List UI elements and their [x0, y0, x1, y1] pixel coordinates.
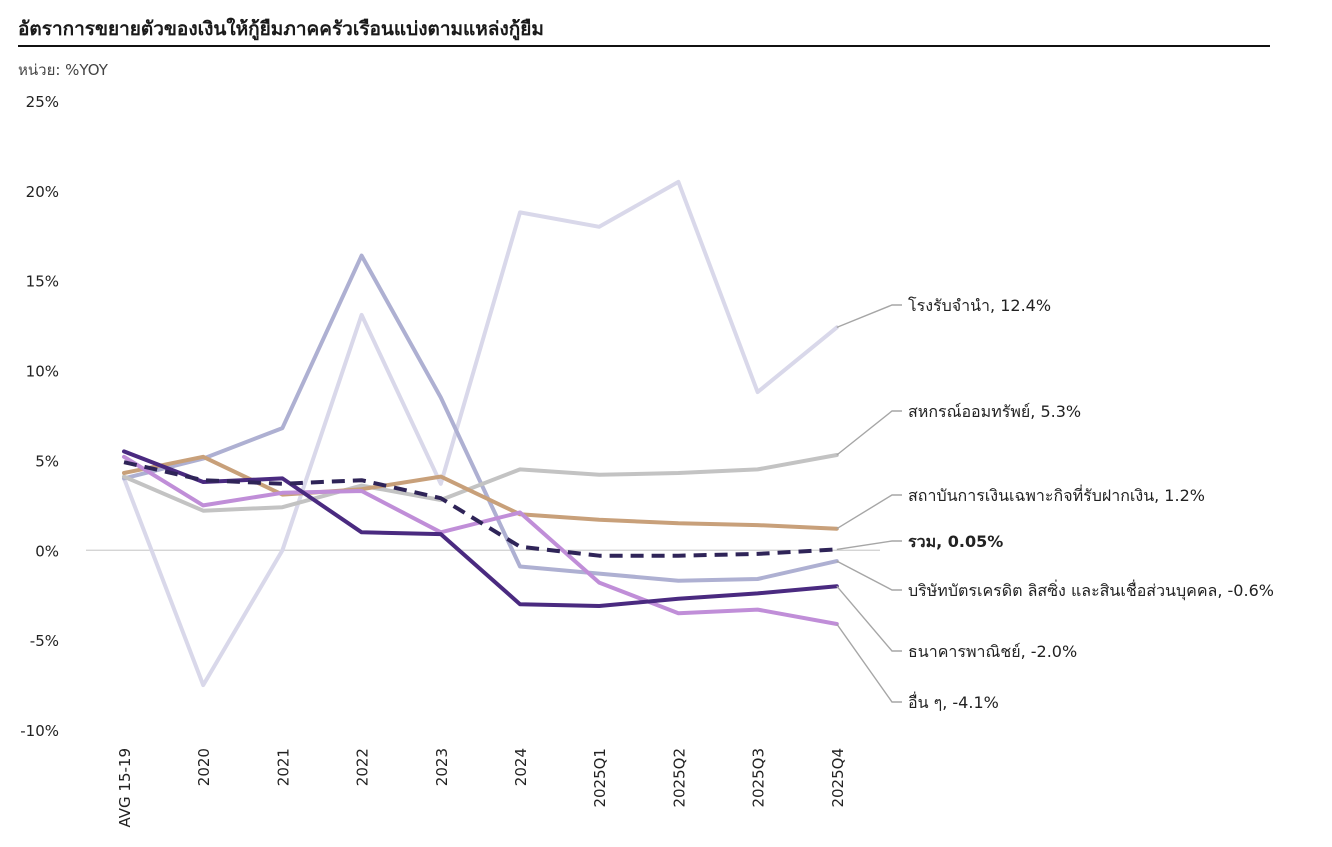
series-line-3	[122, 454, 839, 531]
leader-line	[836, 410, 902, 456]
x-tick-label: 2022	[354, 748, 372, 786]
series-line-6	[123, 460, 837, 558]
leader-line	[836, 585, 902, 652]
series-line-5	[122, 449, 839, 608]
series-end-label: อื่น ๆ, -4.1%	[908, 691, 999, 712]
series-end-label: บริษัทบัตรเครดิต ลิสซิ่ง และสินเชื่อส่วน…	[908, 579, 1274, 601]
x-tick-label: 2020	[195, 748, 213, 786]
y-tick-label: 25%	[26, 93, 59, 111]
series-end-label: โรงรับจำนำ, 12.4%	[908, 296, 1051, 315]
y-tick-label: 5%	[35, 452, 59, 470]
y-tick-label: -10%	[20, 722, 59, 740]
series-end-label: รวม, 0.05%	[908, 532, 1003, 551]
leader-line	[836, 540, 902, 551]
x-tick-label: 2025Q4	[829, 748, 847, 808]
y-tick-label: 15%	[26, 273, 59, 291]
y-tick-label: -5%	[30, 632, 59, 650]
leader-line	[836, 560, 902, 591]
series-end-label: ธนาคารพาณิชย์, -2.0%	[908, 642, 1077, 661]
y-tick-label: 20%	[26, 183, 59, 201]
x-tick-label: AVG 15-19	[116, 748, 134, 828]
x-tick-label: 2024	[512, 748, 530, 786]
unit-label: หน่วย: %YOY	[18, 61, 108, 79]
x-tick-label: 2025Q2	[670, 748, 688, 808]
chart-title: อัตราการขยายตัวของเงินให้กู้ยืมภาคครัวเร…	[18, 18, 544, 40]
x-tick-label: 2025Q3	[750, 748, 768, 808]
series-line-1	[122, 253, 839, 583]
x-tick-label: 2023	[433, 748, 451, 786]
y-tick-label: 0%	[35, 542, 59, 560]
series-line-2	[122, 453, 839, 513]
y-tick-label: 10%	[26, 363, 59, 381]
series-end-label: สถาบันการเงินเฉพาะกิจที่รับฝากเงิน, 1.2%	[908, 484, 1205, 505]
series-end-label: สหกรณ์ออมทรัพย์, 5.3%	[908, 402, 1081, 421]
leader-line	[836, 304, 902, 329]
x-tick-label: 2025Q1	[591, 748, 609, 808]
leader-line	[836, 623, 902, 703]
x-tick-label: 2021	[274, 748, 292, 786]
leader-line	[836, 494, 902, 530]
series-line-0	[122, 179, 839, 688]
title-rule	[18, 45, 1270, 47]
